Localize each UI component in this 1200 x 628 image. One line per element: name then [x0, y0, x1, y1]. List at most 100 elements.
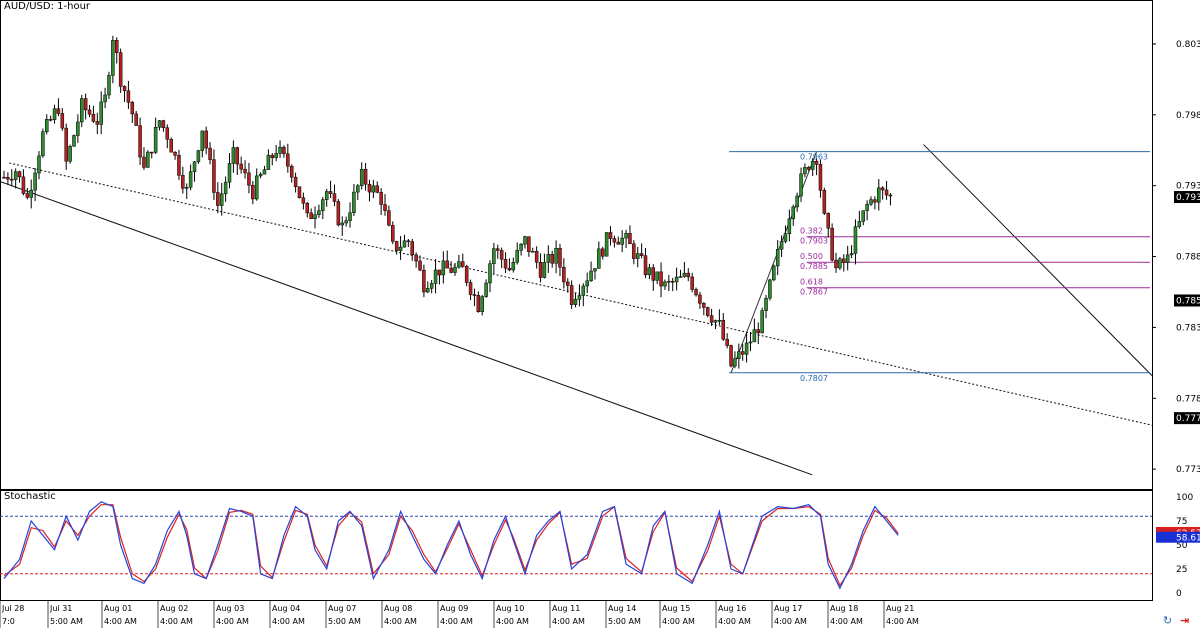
candle [845, 245, 850, 271]
candle [212, 149, 216, 200]
candle-body [822, 189, 827, 214]
candle-body [799, 173, 803, 197]
candle [165, 124, 170, 149]
candle [52, 104, 57, 124]
price-axis[interactable]: 0.8039 0.7989 0.7939 0.7889 0.7839 0.7789 0.77… [1152, 40, 1200, 475]
candle-body [200, 130, 205, 151]
time-label-time: 4:00 AM [160, 617, 193, 626]
candle-body [278, 146, 282, 154]
candle [702, 302, 706, 316]
candle [484, 279, 488, 298]
candle-body [542, 262, 547, 278]
candle-body [659, 271, 663, 287]
candle [857, 210, 862, 229]
price-tick-label: 0.7839 [1176, 323, 1200, 333]
candle [76, 114, 80, 143]
time-label-time: 4:00 AM [552, 617, 585, 626]
candle-body [569, 285, 574, 305]
candle-body [480, 296, 484, 312]
candle [593, 268, 597, 280]
candle-body [468, 282, 473, 295]
candle-body [709, 315, 714, 323]
candle-body [2, 176, 6, 179]
candle-body [426, 288, 430, 293]
candle [235, 146, 240, 176]
candle [717, 309, 722, 326]
candle-body [787, 218, 792, 234]
candle-body [655, 271, 659, 281]
candle-body [612, 238, 617, 243]
chart-frame [0, 0, 1153, 601]
candle [814, 158, 819, 176]
candle-body [216, 192, 220, 206]
candle [243, 160, 247, 179]
candle-body [760, 310, 764, 334]
time-label-date: Aug 01 [104, 604, 132, 613]
candle-body [247, 172, 251, 186]
goto-end-icon[interactable]: ⇥ [1180, 614, 1190, 627]
candle [332, 184, 337, 207]
candle-body [340, 222, 344, 226]
candle [293, 172, 298, 193]
time-axis[interactable]: Jul 28 7:0 Jul 31 5:00 AM Aug 01 4:00 AM Aug 0… [0, 600, 919, 628]
candle-body [511, 262, 516, 271]
candle [775, 240, 780, 276]
candle [480, 294, 484, 316]
candle-body [682, 272, 687, 277]
candle [853, 219, 858, 265]
candle [643, 248, 648, 279]
candle-body [663, 281, 667, 287]
fib-value-label: 0.7903 [800, 237, 828, 246]
candle-body [717, 319, 722, 322]
candle-body [367, 183, 372, 193]
candle-body [721, 319, 726, 340]
candle-body [713, 320, 718, 323]
candle [10, 169, 14, 187]
price-label: 0.7775 [1176, 414, 1200, 424]
candle-body [464, 265, 469, 283]
candle [289, 164, 294, 183]
candle [694, 287, 698, 297]
candle-body [165, 127, 170, 140]
candle-body [632, 243, 636, 259]
candle-body [496, 248, 500, 251]
stoch-k-line [3, 501, 899, 590]
candle [161, 119, 166, 132]
candle-body [48, 119, 53, 121]
candle-body [651, 267, 656, 281]
candle-body [363, 169, 368, 185]
candle-body [286, 153, 290, 167]
candle [651, 264, 656, 291]
candle [554, 240, 558, 274]
candle [134, 110, 138, 126]
candle-body [566, 281, 570, 286]
candle [639, 243, 644, 259]
candlestick-series [2, 35, 893, 369]
candle [546, 245, 551, 273]
candle-body [410, 241, 414, 256]
candle-body [192, 161, 197, 172]
stochastic-panel: 100755025062.5758.61 [0, 493, 1200, 599]
candle-body [830, 227, 834, 261]
candle [752, 318, 757, 343]
candle [363, 163, 368, 191]
candle [628, 225, 632, 245]
candle-body [499, 250, 504, 260]
candle [99, 91, 103, 135]
candle [149, 151, 154, 159]
candle [169, 137, 173, 153]
candle [111, 35, 115, 84]
candle [496, 244, 500, 259]
candle-body [64, 127, 68, 162]
reset-icon[interactable]: ↻ [1163, 614, 1173, 627]
candle [441, 251, 446, 284]
time-label-date: Aug 16 [718, 604, 746, 613]
candle-body [643, 255, 648, 276]
channel-lower-line [0, 180, 813, 476]
candle [472, 288, 477, 307]
candle [309, 208, 313, 220]
candle [122, 85, 127, 103]
candle-body [670, 280, 675, 283]
price-tick-label: 0.7989 [1176, 111, 1200, 121]
candle-body [274, 153, 278, 159]
